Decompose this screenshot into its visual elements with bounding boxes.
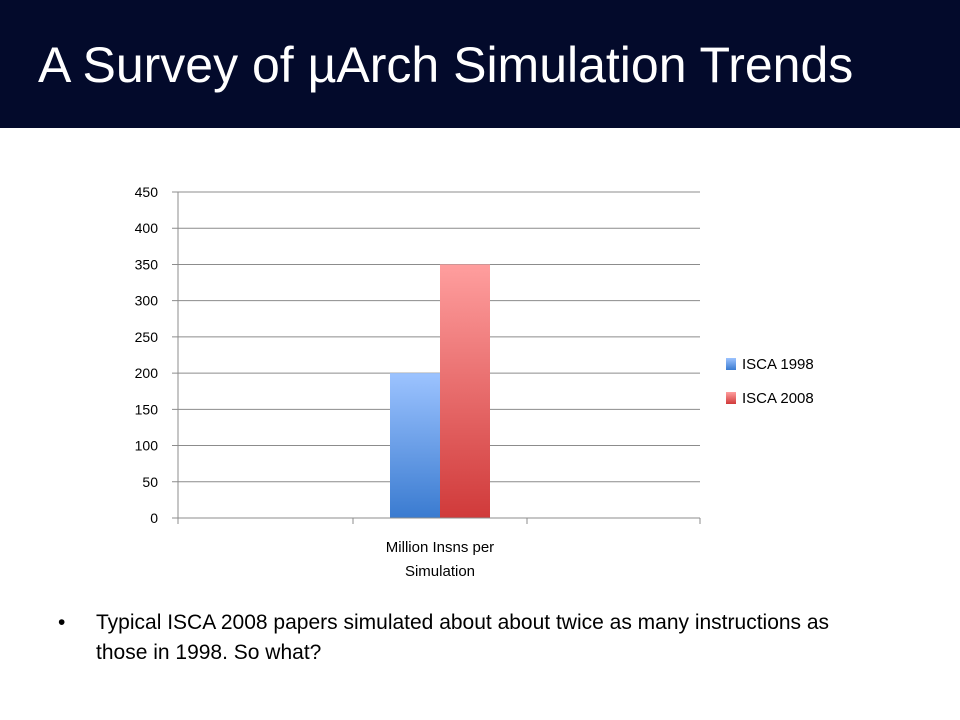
bullet-text: Typical ISCA 2008 papers simulated about… — [96, 611, 830, 664]
y-tick-label-400: 400 — [135, 220, 159, 236]
bar-isca-2008 — [440, 264, 490, 518]
legend-swatch-isca-2008 — [726, 392, 736, 404]
x-axis — [177, 517, 701, 524]
legend-label-isca-2008: ISCA 2008 — [742, 390, 814, 407]
legend-label-isca-1998: ISCA 1998 — [742, 356, 814, 373]
y-tick-label-100: 100 — [135, 438, 159, 454]
y-tick-label-0: 0 — [150, 510, 158, 526]
y-tick-label-50: 50 — [142, 474, 158, 490]
slide-title: A Survey of µArch Simulation Trends — [38, 37, 854, 93]
y-tick-label-450: 450 — [135, 184, 159, 200]
x-category-label-line-2: Simulation — [405, 563, 475, 580]
title-bar: A Survey of µArch Simulation Trends — [0, 0, 960, 128]
y-tick-label-300: 300 — [135, 293, 159, 309]
bar-chart: 0 50 100 150 200 250 300 350 400 450 Million Insn… — [135, 184, 814, 580]
legend-swatch-isca-1998 — [726, 358, 736, 370]
y-tick-label-250: 250 — [135, 329, 159, 345]
bars — [390, 264, 490, 518]
y-tick-label-350: 350 — [135, 256, 159, 272]
legend: ISCA 1998 ISCA 2008 — [726, 356, 814, 407]
y-axis-ticks: 0 50 100 150 200 250 300 350 400 450 — [135, 184, 159, 526]
x-category-label-line-1: Million Insns per — [386, 539, 494, 556]
bullet-marker: • — [58, 611, 66, 634]
y-tick-label-200: 200 — [135, 365, 159, 381]
y-tick-label-150: 150 — [135, 401, 159, 417]
x-category-label: Million Insns per Simulation — [386, 539, 494, 580]
bar-isca-1998 — [390, 373, 440, 518]
